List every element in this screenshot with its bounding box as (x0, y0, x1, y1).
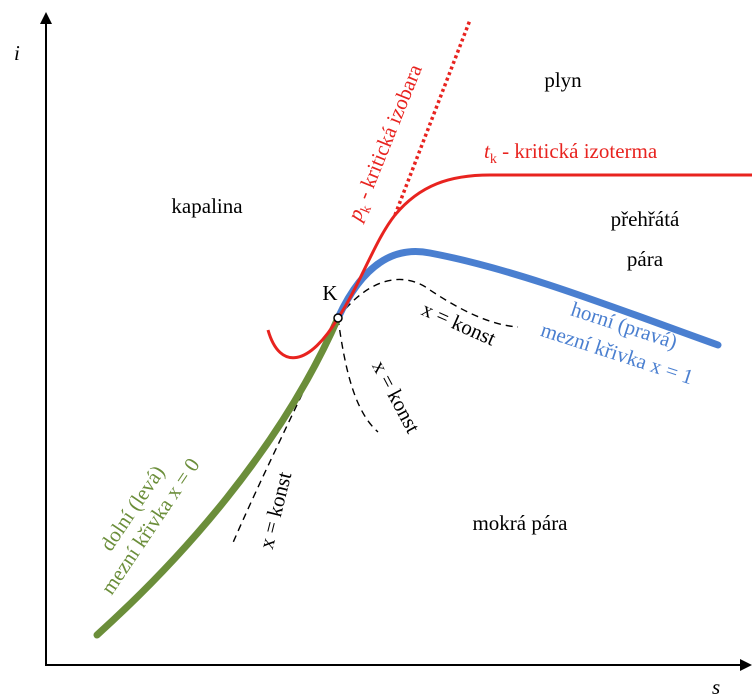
lower-boundary-curve (93, 314, 342, 639)
subscript: k (490, 152, 497, 167)
quality-label: x = konst (367, 356, 425, 437)
label-text: - kritická izobara (349, 60, 427, 207)
critical-point-label: K (322, 281, 337, 305)
quality-line (231, 317, 339, 546)
region-label: plyn (544, 68, 582, 92)
region-label: kapalina (171, 194, 243, 218)
label-text: - kritická izoterma (497, 139, 658, 163)
critical-isotherm-label: tk - kritická izoterma (484, 139, 658, 167)
y-axis-label: i (14, 41, 20, 65)
region-label: přehřátá (611, 207, 680, 231)
region-label: pára (627, 247, 664, 271)
upper-boundary-curve (334, 248, 722, 349)
region-label: mokrá pára (472, 511, 568, 535)
symbol: t (484, 139, 491, 163)
critical-isotherm (266, 173, 752, 360)
quality-lines (231, 278, 519, 546)
critical-isobar (393, 19, 472, 216)
x-axis-label: s (712, 675, 720, 698)
quality-label: x = konst (418, 297, 499, 351)
quality-line (337, 317, 379, 433)
critical-point (333, 313, 343, 323)
critical-isobar-label: pk - kritická izobara (342, 60, 431, 227)
